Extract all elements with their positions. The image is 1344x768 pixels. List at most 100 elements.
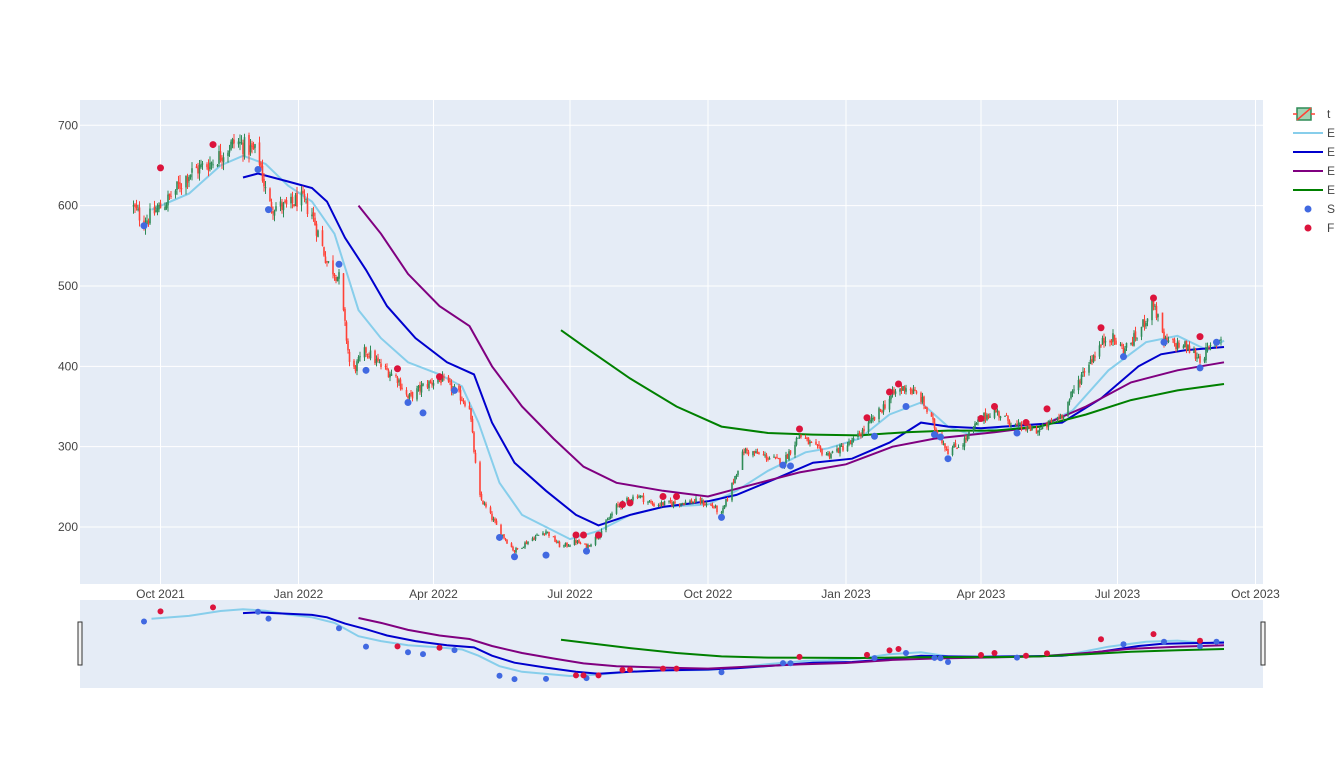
candle [755, 448, 757, 454]
candle [1037, 430, 1039, 436]
sell-signal-marker-preview [1098, 636, 1104, 643]
candle [786, 453, 789, 459]
candle [500, 523, 502, 536]
sell-signal-marker [1097, 324, 1105, 332]
legend-item[interactable]: E [1293, 126, 1335, 140]
candle [1100, 343, 1102, 348]
x-tick-label: Jan 2023 [821, 587, 871, 601]
candle [852, 436, 855, 443]
candle [857, 430, 859, 440]
candle [590, 543, 592, 548]
candle [170, 190, 172, 200]
candle [912, 384, 915, 394]
candle [443, 373, 445, 381]
sell-signal-marker [572, 531, 580, 539]
candle [545, 529, 547, 536]
candle [1140, 326, 1143, 341]
candle [489, 505, 492, 515]
sell-signal-marker [436, 373, 443, 381]
candle [1082, 367, 1084, 378]
candle [1194, 347, 1197, 362]
candle [180, 183, 183, 195]
legend-item[interactable]: E [1293, 145, 1335, 159]
sell-signal-marker [863, 414, 871, 422]
candle [710, 503, 712, 506]
candle [1197, 353, 1200, 359]
candle [326, 260, 328, 267]
legend-item[interactable]: E [1293, 183, 1335, 197]
candle [158, 202, 160, 213]
candle [525, 540, 528, 545]
candle [1125, 342, 1128, 351]
candle [366, 353, 369, 359]
candle [1187, 344, 1189, 351]
sell-signal-marker-preview [864, 651, 870, 658]
candle [858, 430, 861, 436]
candle [954, 439, 957, 448]
candle [354, 365, 357, 374]
x-tick-label: Apr 2022 [409, 587, 458, 601]
candle [474, 449, 477, 464]
candle [228, 144, 231, 157]
candle [1047, 420, 1050, 431]
candle [347, 338, 349, 354]
candle [1154, 303, 1156, 311]
rangeslider-background[interactable] [80, 600, 1263, 688]
candle [357, 355, 360, 364]
buy-signal-marker [1120, 353, 1127, 361]
candle [1041, 422, 1044, 430]
candle [314, 212, 316, 226]
candle [216, 163, 219, 168]
candle [522, 546, 525, 549]
buy-signal-marker-preview [141, 618, 147, 625]
candle [156, 203, 159, 216]
y-tick-label: 700 [58, 118, 78, 132]
legend-item[interactable]: t [1293, 107, 1331, 121]
candle [164, 202, 166, 211]
rangeslider-handle-right[interactable] [1260, 621, 1266, 666]
rangeslider-handle-left[interactable] [77, 621, 83, 666]
candle [482, 500, 484, 505]
candle [284, 199, 286, 204]
candle [899, 387, 901, 396]
buy-signal-marker-preview [937, 655, 944, 662]
buy-signal-marker [871, 432, 878, 440]
candle [588, 544, 591, 547]
candle [449, 377, 451, 386]
candle [647, 500, 649, 505]
candle [282, 201, 285, 218]
sell-signal-marker-preview [978, 652, 984, 659]
candle [504, 537, 507, 542]
sell-signal-marker-preview [991, 649, 998, 656]
candle [432, 380, 435, 390]
candle [884, 400, 886, 410]
buy-signal-marker [511, 553, 518, 561]
candle [185, 175, 187, 195]
candle [396, 375, 399, 388]
candle [894, 388, 897, 397]
candle [1061, 414, 1063, 420]
legend-item[interactable]: S [1304, 202, 1336, 216]
candle [243, 133, 246, 160]
candle [648, 500, 651, 503]
candle [773, 454, 775, 458]
candle [557, 540, 559, 544]
buy-signal-marker [1213, 338, 1220, 346]
candle [795, 436, 798, 447]
candle [1172, 338, 1174, 343]
candle [1067, 401, 1069, 418]
buy-signal-marker [362, 366, 370, 374]
legend-item[interactable]: E [1293, 164, 1335, 178]
candle [567, 543, 570, 547]
candle [230, 139, 232, 151]
candle [512, 545, 514, 552]
candle [1184, 340, 1186, 348]
candle [725, 498, 727, 508]
legend-item[interactable]: F [1304, 221, 1335, 235]
candle [420, 381, 423, 398]
ema-long-line-preview [560, 638, 1225, 660]
candle [384, 363, 387, 370]
candle [578, 538, 580, 544]
candle [987, 413, 990, 420]
